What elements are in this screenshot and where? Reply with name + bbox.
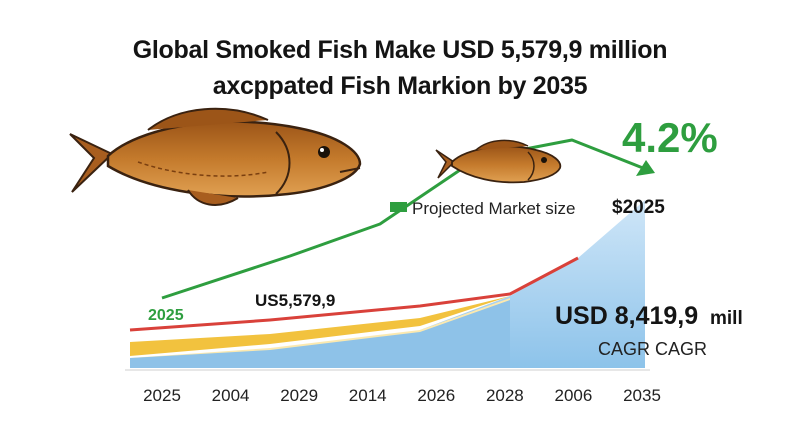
x-tick-labels: 2025 2004 2029 2014 2026 2028 2006 2035 [143, 386, 661, 405]
mid-value-label: US5,579,9 [255, 291, 335, 310]
growth-start-label: 2025 [148, 307, 184, 324]
end-year-label: $2025 [612, 197, 665, 218]
area-bands [129, 200, 645, 368]
x-tick-label: 2029 [280, 386, 318, 405]
x-tick-label: 2006 [555, 386, 593, 405]
chart-title-line-1: Global Smoked Fish Make USD 5,579,9 mill… [132, 36, 668, 64]
cagr-text: CAGR CAGR [598, 339, 707, 359]
growth-arrowhead [636, 160, 655, 176]
x-tick-label: 2014 [349, 386, 387, 405]
fish-icon-large [69, 107, 362, 206]
legend: Projected Market size [390, 199, 575, 218]
x-tick-label: 2025 [143, 386, 181, 405]
legend-swatch [390, 202, 407, 212]
cagr-value: 4.2% [622, 114, 718, 161]
x-tick-label: 2028 [486, 386, 524, 405]
blue-band [130, 300, 510, 368]
fish-icon-small [435, 139, 562, 184]
red-series-line [129, 256, 579, 332]
yellow-band [130, 296, 510, 356]
chart-title-line-2: axcppated Fish Markion by 2035 [212, 72, 588, 100]
big-value-label: USD 8,419,9 [555, 302, 698, 330]
legend-label: Projected Market size [412, 199, 575, 218]
big-value-unit: mill [710, 308, 743, 329]
x-tick-label: 2035 [623, 386, 661, 405]
x-tick-label: 2004 [212, 386, 250, 405]
x-tick-label: 2026 [417, 386, 455, 405]
